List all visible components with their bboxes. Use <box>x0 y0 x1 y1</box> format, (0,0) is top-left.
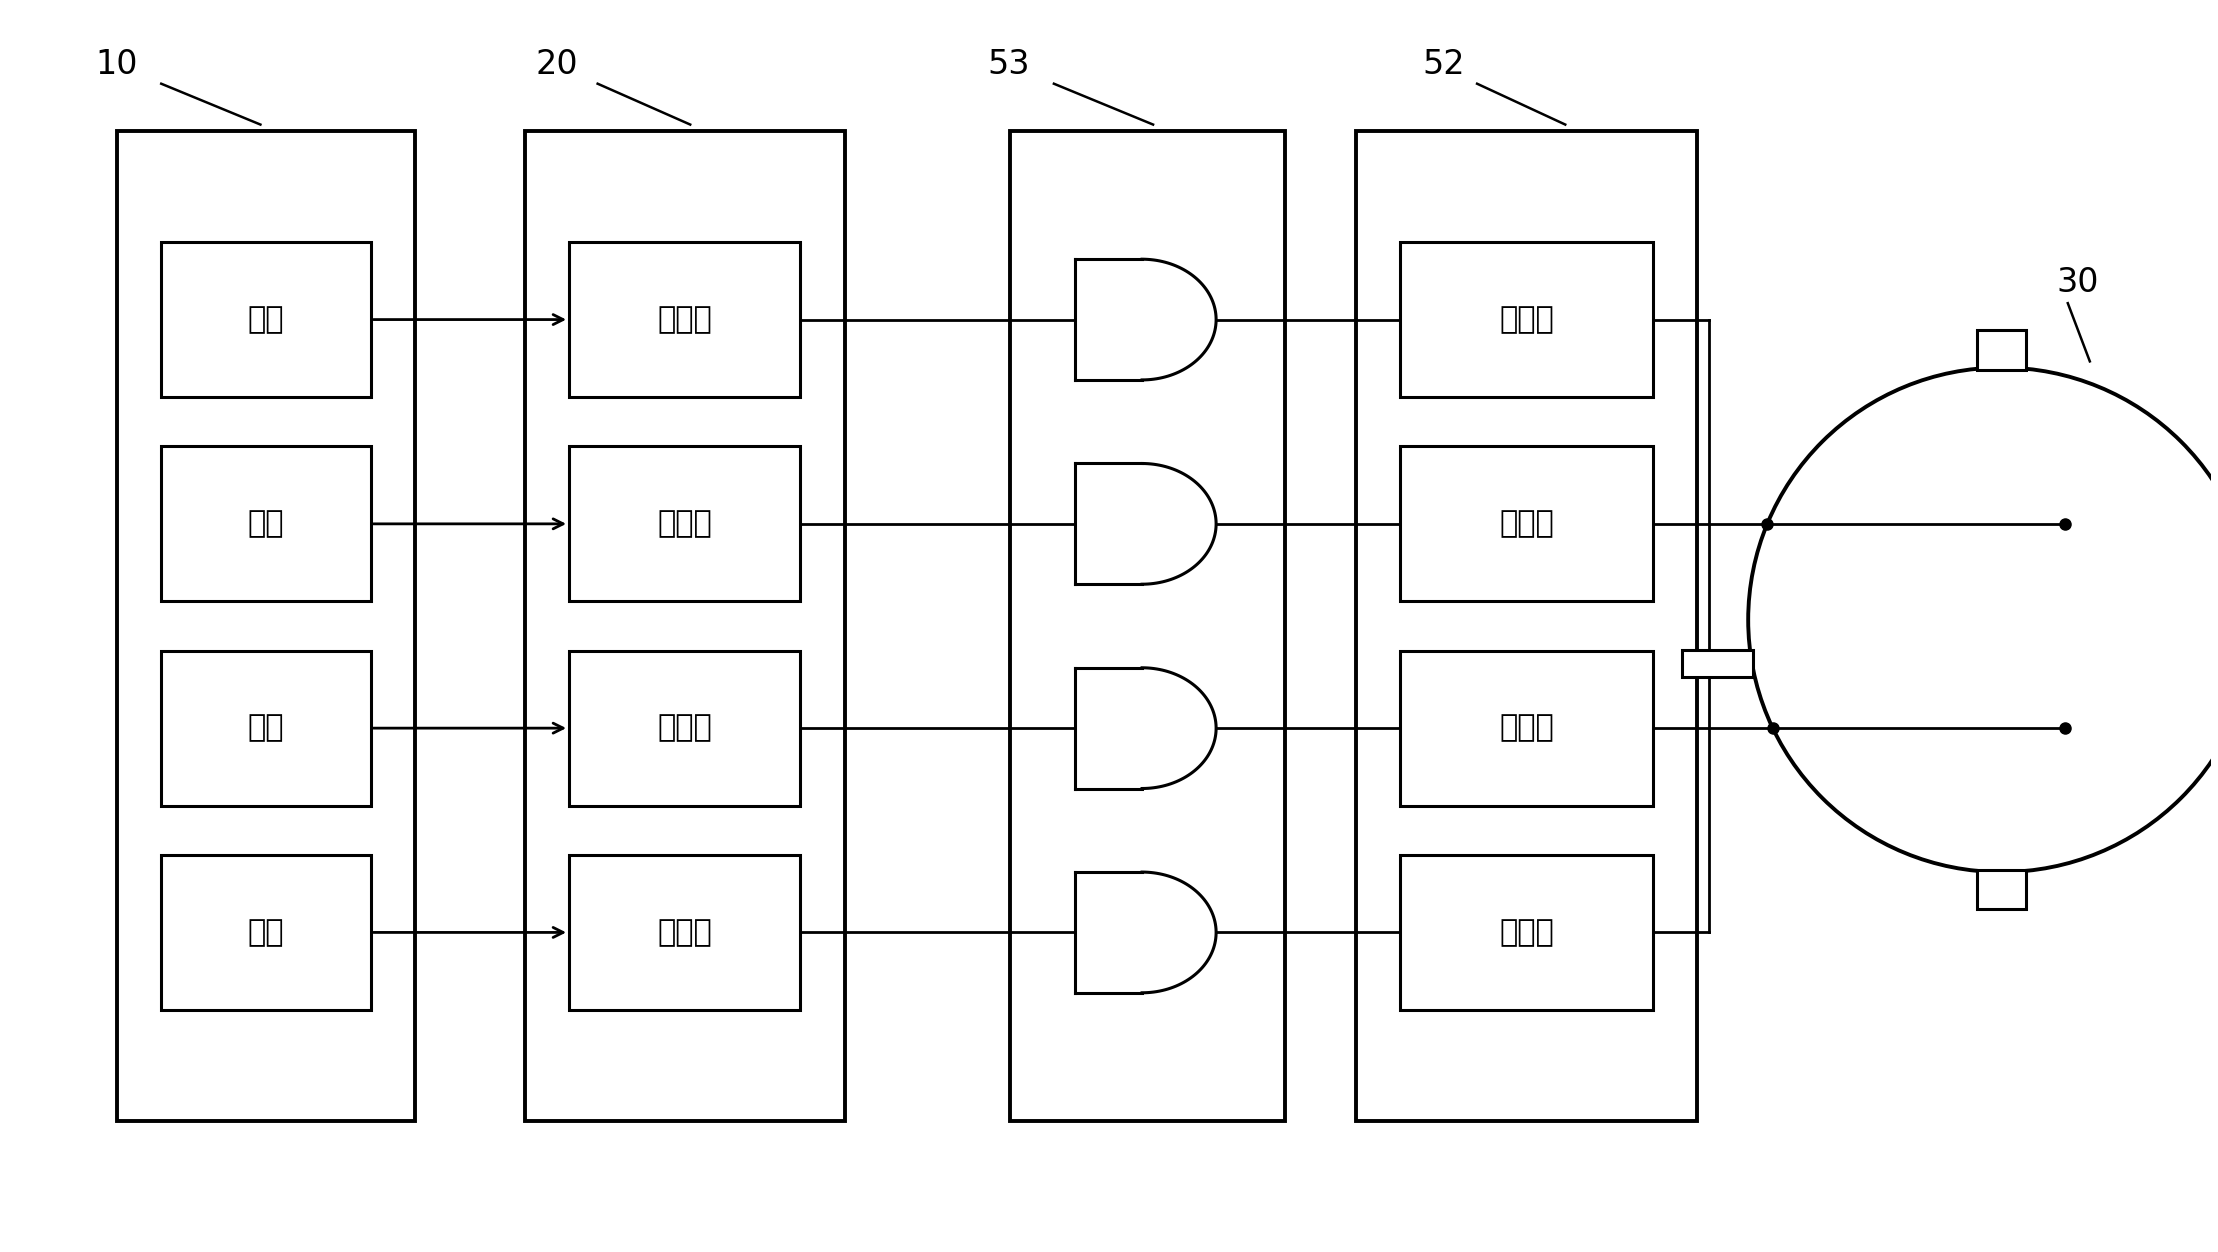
Bar <box>1400 651 1652 805</box>
Bar <box>1978 870 2025 909</box>
Bar <box>526 130 845 1122</box>
Text: 光源: 光源 <box>248 918 284 947</box>
Text: 53: 53 <box>987 49 1031 81</box>
Bar <box>1400 447 1652 601</box>
Bar <box>570 651 801 805</box>
Text: 单色仪: 单色仪 <box>657 918 712 947</box>
Bar <box>570 447 801 601</box>
Bar <box>162 651 370 805</box>
Bar <box>1400 855 1652 1010</box>
Bar <box>162 242 370 397</box>
Text: 10: 10 <box>95 49 138 81</box>
Text: 光纤束: 光纤束 <box>1499 305 1555 334</box>
Bar <box>162 447 370 601</box>
Text: 光纤束: 光纤束 <box>1499 714 1555 742</box>
Text: 单色仪: 单色仪 <box>657 510 712 538</box>
Bar <box>1978 331 2025 371</box>
Bar <box>1681 650 1752 677</box>
Text: 30: 30 <box>2056 267 2098 299</box>
Text: 20: 20 <box>537 49 579 81</box>
Text: 单色仪: 单色仪 <box>657 305 712 334</box>
Bar <box>1400 242 1652 397</box>
Bar <box>1355 130 1697 1122</box>
Text: 光源: 光源 <box>248 305 284 334</box>
Bar <box>570 855 801 1010</box>
Text: 光源: 光源 <box>248 714 284 742</box>
Bar <box>118 130 415 1122</box>
Text: 光源: 光源 <box>248 510 284 538</box>
Bar <box>162 855 370 1010</box>
Text: 光纤束: 光纤束 <box>1499 918 1555 947</box>
Bar <box>570 242 801 397</box>
Text: 光纤束: 光纤束 <box>1499 510 1555 538</box>
Bar <box>1009 130 1284 1122</box>
Text: 52: 52 <box>1422 49 1464 81</box>
Text: 单色仪: 单色仪 <box>657 714 712 742</box>
